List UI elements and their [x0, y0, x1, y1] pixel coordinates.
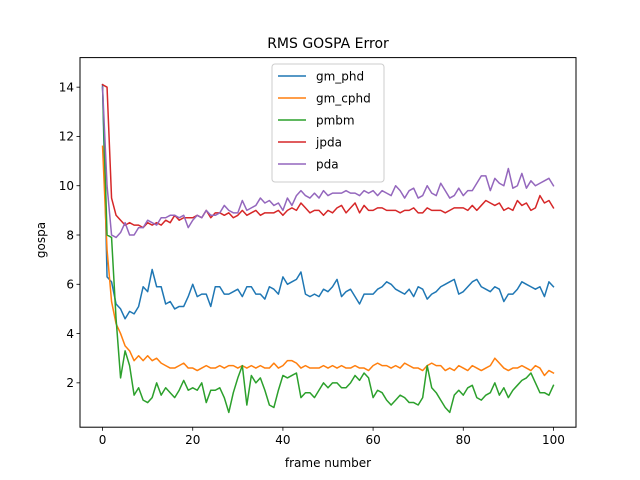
- x-axis-label: frame number: [285, 456, 371, 470]
- series-line-jpda: [101, 83, 555, 229]
- x-tick-label: 60: [365, 433, 380, 447]
- x-tick-label: 20: [185, 433, 200, 447]
- y-tick-label: 4: [66, 327, 74, 341]
- y-tick-label: 6: [66, 278, 74, 292]
- series-line-pda: [101, 86, 555, 239]
- series-line-gm-phd: [101, 83, 555, 320]
- legend-entry-gm-cphd: gm_cphd: [278, 91, 371, 105]
- y-tick-label: 14: [59, 80, 74, 94]
- y-tick-label: 12: [59, 130, 74, 144]
- legend-entry-gm-phd: gm_phd: [278, 69, 364, 83]
- legend-label: pda: [316, 157, 339, 171]
- y-tick-label: 10: [59, 179, 74, 193]
- y-tick-label: 2: [66, 376, 74, 390]
- y-axis: 2 4 6 8 10 12 14: [59, 80, 80, 390]
- legend-entry-jpda: jpda: [278, 135, 342, 149]
- legend-entry-pda: pda: [278, 157, 339, 171]
- chart-title: RMS GOSPA Error: [267, 36, 389, 52]
- x-tick-label: 40: [275, 433, 290, 447]
- plot-frame: [79, 57, 577, 428]
- series-line-pmbm: [101, 86, 555, 414]
- legend-entry-pmbm: pmbm: [278, 113, 355, 127]
- legend-label: gm_cphd: [316, 91, 371, 105]
- legend-label: gm_phd: [316, 69, 364, 83]
- x-tick-label: 80: [456, 433, 471, 447]
- y-axis-label: gospa: [34, 222, 48, 258]
- x-tick-label: 100: [542, 433, 565, 447]
- series-layer: [101, 83, 555, 414]
- series-line-gm-cphd: [101, 145, 555, 377]
- x-tick-label: 0: [99, 433, 107, 447]
- legend-label: jpda: [315, 135, 342, 149]
- x-axis: 0 20 40 60 80 100: [99, 427, 565, 447]
- legend-label: pmbm: [316, 113, 355, 127]
- legend-box: [271, 63, 385, 183]
- y-tick-label: 8: [66, 228, 74, 242]
